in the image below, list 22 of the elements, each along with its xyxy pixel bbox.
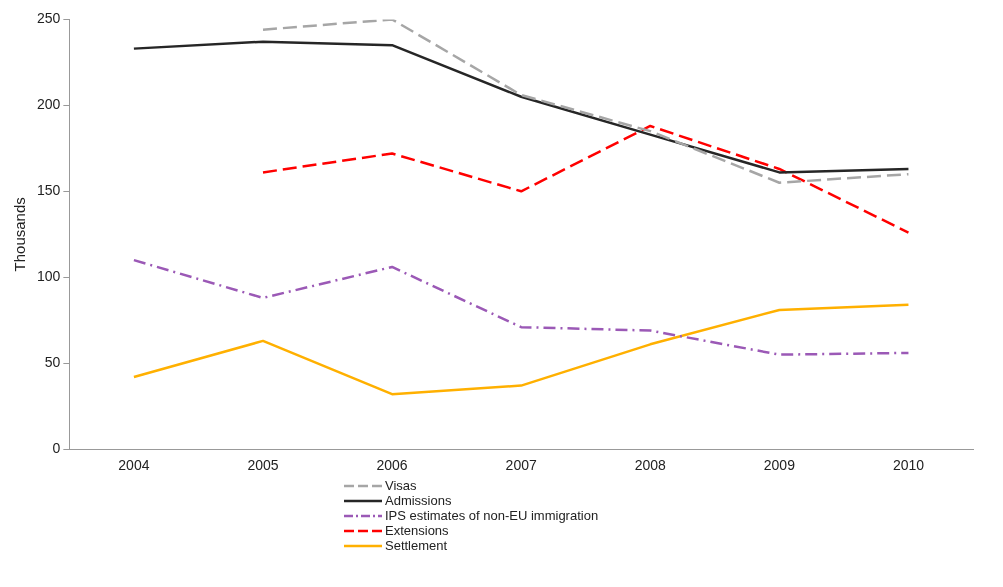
legend-label: Settlement <box>385 538 448 553</box>
line-series <box>261 19 910 184</box>
x-tick-label: 2004 <box>118 457 150 474</box>
y-axis-title: Thousands <box>11 197 29 272</box>
y-tick-label: 100 <box>37 268 61 285</box>
x-tick-label: 2005 <box>247 457 279 474</box>
y-tick-label: 0 <box>52 440 61 457</box>
x-tick-label: 2007 <box>505 457 537 474</box>
legend-label: Admissions <box>385 493 452 508</box>
x-tick-label: 2006 <box>376 457 408 474</box>
line-series <box>261 124 910 234</box>
y-tick-label: 200 <box>37 96 61 113</box>
y-tick-label: 250 <box>37 10 61 27</box>
legend-label: Visas <box>385 478 417 493</box>
x-tick-label: 2008 <box>634 457 667 474</box>
x-tick-label: 2009 <box>763 457 796 474</box>
y-tick-label: 150 <box>37 182 61 199</box>
legend-label: IPS estimates of non-EU immigration <box>385 508 599 523</box>
y-tick-label: 50 <box>44 354 61 371</box>
line-series <box>132 258 910 356</box>
x-tick-label: 2010 <box>892 457 925 474</box>
legend-label: Extensions <box>385 523 449 538</box>
